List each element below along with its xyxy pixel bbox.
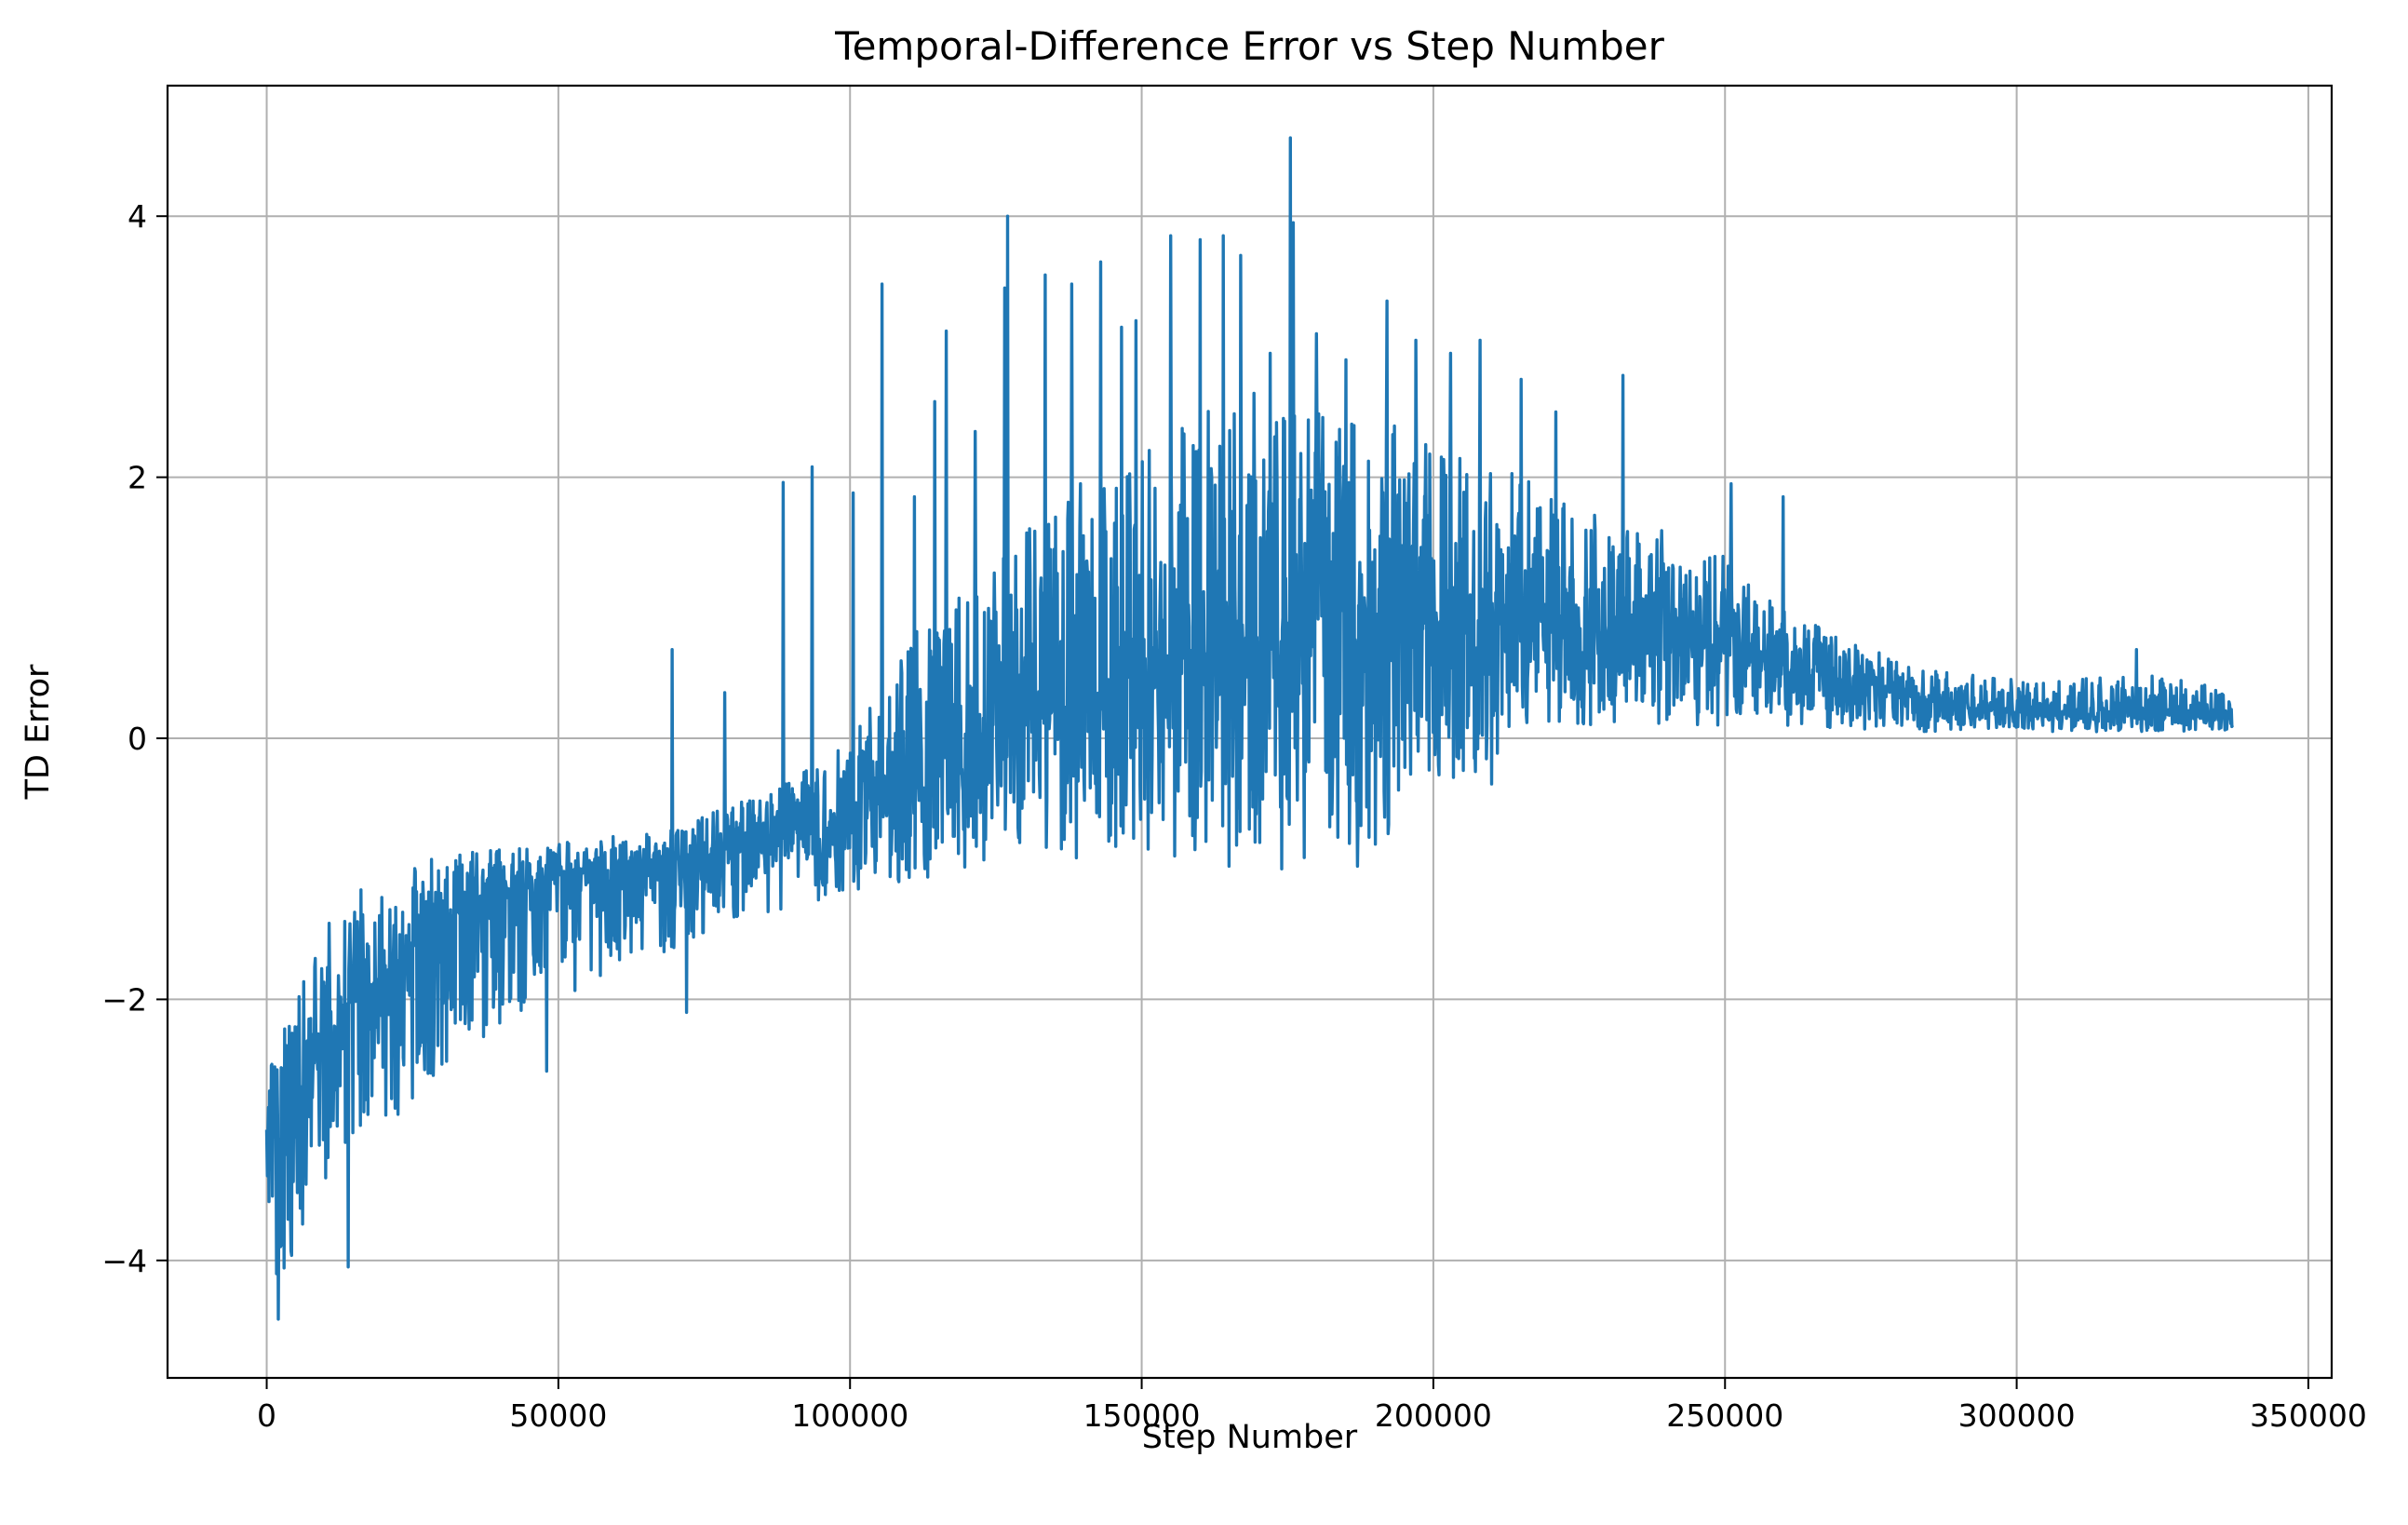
x-tick-label: 200000 [1375,1397,1492,1434]
x-axis: 0 50000 100000 150000 200000 250000 300000 3500… [257,1378,2367,1434]
y-axis-label: TD Error [20,664,57,800]
y-tick-label: 2 [128,460,147,496]
y-tick-label: −2 [101,981,147,1018]
x-axis-label: Step Number [1142,1419,1358,1456]
x-tick-label: 250000 [1666,1397,1783,1434]
x-tick-label: 150000 [1083,1397,1201,1434]
plot-frame [166,84,2334,1380]
x-tick-label: 50000 [509,1397,607,1434]
x-tick-label: 300000 [1958,1397,2076,1434]
y-tick-label: 0 [128,721,147,757]
y-axis: −4 −2 0 2 4 [101,198,168,1279]
x-tick-label: 0 [257,1397,276,1434]
x-tick-label: 100000 [791,1397,908,1434]
chart-title: Temporal-Difference Error vs Step Number [834,23,1665,69]
y-tick-label: −4 [101,1243,147,1279]
y-tick-label: 4 [128,198,147,235]
series-td-error [264,136,2234,1321]
series-line [264,136,2234,1321]
x-tick-label: 350000 [2250,1397,2367,1434]
